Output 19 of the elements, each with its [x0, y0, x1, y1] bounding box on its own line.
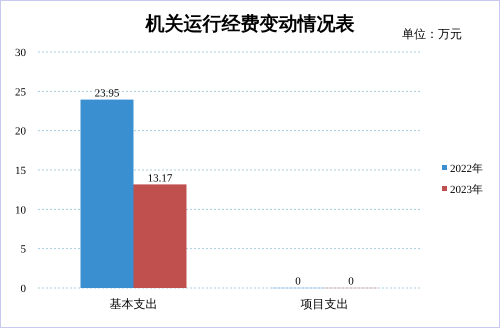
y-tick-label: 0 [20, 283, 26, 295]
text: 单位：万元 [402, 27, 462, 41]
bar [80, 100, 134, 288]
data-label: 0 [348, 276, 354, 288]
x-tick-label: 基本支出 [110, 297, 158, 311]
legend-label: 2023年 [450, 184, 483, 196]
data-label: 0 [295, 276, 302, 288]
y-tick-label: 15 [15, 165, 26, 177]
bar [134, 184, 186, 288]
x-tick-label: 项目支出 [300, 297, 348, 311]
legend-label: 2022年 [450, 163, 483, 175]
y-tick-label: 10 [15, 204, 26, 216]
y-tick-label: 5 [20, 244, 26, 256]
y-tick-label: 20 [15, 126, 26, 138]
data-label: 23.95 [94, 88, 120, 100]
chart-title: 机关运行经费变动情况表 [144, 13, 356, 35]
y-tick-label: 25 [15, 86, 26, 98]
data-label: 13.17 [148, 172, 173, 184]
y-tick-label: 30 [15, 47, 26, 59]
